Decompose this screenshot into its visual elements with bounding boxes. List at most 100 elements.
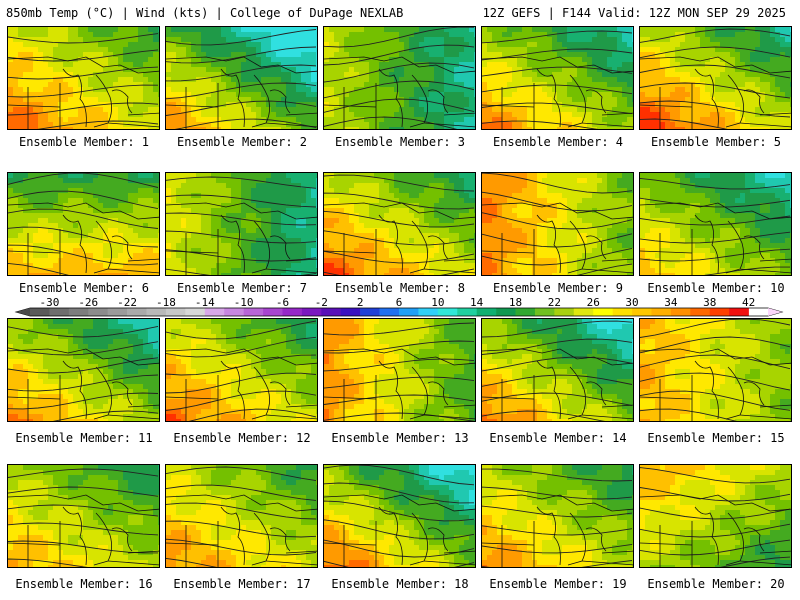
colorbar-tick-label: -18: [156, 297, 176, 309]
temperature-field: [640, 465, 791, 567]
state-borders: [482, 348, 633, 421]
colorbar-bin: [651, 308, 672, 316]
colorbar-tick-label: -30: [39, 297, 59, 309]
colorbar-bin: [204, 308, 225, 316]
state-borders: [166, 348, 317, 421]
colorbar-tick-label: 14: [470, 297, 484, 309]
ensemble-caption: Ensemble Member: 12: [173, 431, 311, 445]
colorbar-bin: [360, 308, 380, 316]
height-contours: [324, 465, 475, 567]
temperature-field: [482, 465, 633, 567]
ensemble-panel-18: [323, 464, 476, 568]
state-borders: [166, 56, 317, 129]
ensemble-panel-20: [639, 464, 792, 568]
ensemble-panel-7: [165, 172, 318, 276]
colorbar-bin: [554, 308, 575, 316]
colorbar-tick-label: -10: [234, 297, 254, 309]
ensemble-caption: Ensemble Member: 19: [489, 577, 627, 591]
ensemble-panel-13: [323, 318, 476, 422]
colorbar-bin: [30, 308, 50, 316]
ensemble-caption: Ensemble Member: 4: [492, 135, 624, 149]
colorbar-bin: [379, 308, 400, 316]
colorbar-bin: [146, 308, 167, 316]
temperature-map: [8, 27, 159, 129]
colorbar-tick-label: 34: [664, 297, 678, 309]
ensemble-panel-1: [7, 26, 160, 130]
state-borders: [324, 494, 475, 567]
ensemble-panel-12: [165, 318, 318, 422]
colorbar-tick-label: -22: [117, 297, 137, 309]
height-contours: [324, 27, 475, 129]
temperature-field: [482, 27, 633, 129]
state-borders: [8, 494, 159, 567]
height-contours: [8, 173, 159, 275]
colorbar-bin: [243, 308, 264, 316]
colorbar-bin: [282, 308, 303, 316]
ensemble-caption: Ensemble Member: 14: [489, 431, 627, 445]
state-borders: [482, 56, 633, 129]
colorbar-bin: [301, 308, 322, 316]
colorbar-bin: [729, 308, 749, 316]
ensemble-caption: Ensemble Member: 6: [18, 281, 150, 295]
height-contours: [324, 322, 475, 421]
height-contours: [166, 29, 317, 129]
colorbar-tick-label: 18: [509, 297, 522, 309]
temperature-map: [324, 27, 475, 129]
temperature-field: [166, 465, 317, 567]
colorbar-bin: [263, 308, 283, 316]
colorbar-bin: [476, 308, 497, 316]
temperature-map: [640, 27, 791, 129]
ensemble-panel-2: [165, 26, 318, 130]
colorbar-bin: [437, 308, 458, 316]
ensemble-panel-19: [481, 464, 634, 568]
colorbar-tick-label: 10: [431, 297, 444, 309]
colorbar-bin: [496, 308, 516, 316]
ensemble-panel-9: [481, 172, 634, 276]
temperature-map: [8, 465, 159, 567]
ensemble-panel-17: [165, 464, 318, 568]
ensemble-caption: Ensemble Member: 17: [173, 577, 311, 591]
temperature-map: [482, 27, 633, 129]
ensemble-caption: Ensemble Member: 10: [647, 281, 785, 295]
temperature-map: [8, 319, 159, 421]
ensemble-panel-10: [639, 172, 792, 276]
ensemble-panel-11: [7, 318, 160, 422]
height-contours: [8, 33, 159, 129]
colorbar-tick-label: -14: [195, 297, 215, 309]
colorbar-tick-label: 2: [357, 297, 364, 309]
colorbar-bin: [224, 308, 244, 316]
temperature-map: [166, 465, 317, 567]
ensemble-caption: Ensemble Member: 1: [18, 135, 150, 149]
state-borders: [324, 348, 475, 421]
temperature-map: [324, 319, 475, 421]
ensemble-caption: Ensemble Member: 3: [334, 135, 466, 149]
colorbar-bin: [321, 308, 342, 316]
temperature-field: [482, 319, 633, 421]
state-borders: [166, 494, 317, 567]
temperature-field: [166, 173, 317, 275]
state-borders: [324, 56, 475, 129]
ensemble-caption: Ensemble Member: 9: [492, 281, 624, 295]
colorbar-bin: [418, 308, 439, 316]
temperature-map: [166, 27, 317, 129]
ensemble-panel-8: [323, 172, 476, 276]
state-borders: [8, 202, 159, 275]
colorbar-tick-label: 30: [625, 297, 638, 309]
height-contours: [640, 467, 791, 567]
colorbar-bin: [165, 308, 186, 316]
height-contours: [482, 320, 633, 421]
ensemble-panel-3: [323, 26, 476, 130]
temperature-map: [640, 319, 791, 421]
height-contours: [640, 177, 791, 275]
temperature-map: [482, 465, 633, 567]
temperature-map: [482, 173, 633, 275]
colorbar-bin: [593, 308, 613, 316]
colorbar-tick-label: 22: [548, 297, 561, 309]
colorbar-bin: [709, 308, 730, 316]
height-contours: [166, 176, 317, 275]
colorbar-bin: [534, 308, 555, 316]
colorbar-bin: [88, 308, 108, 316]
ensemble-panel-4: [481, 26, 634, 130]
colorbar-bin: [515, 308, 536, 316]
state-borders: [324, 202, 475, 275]
